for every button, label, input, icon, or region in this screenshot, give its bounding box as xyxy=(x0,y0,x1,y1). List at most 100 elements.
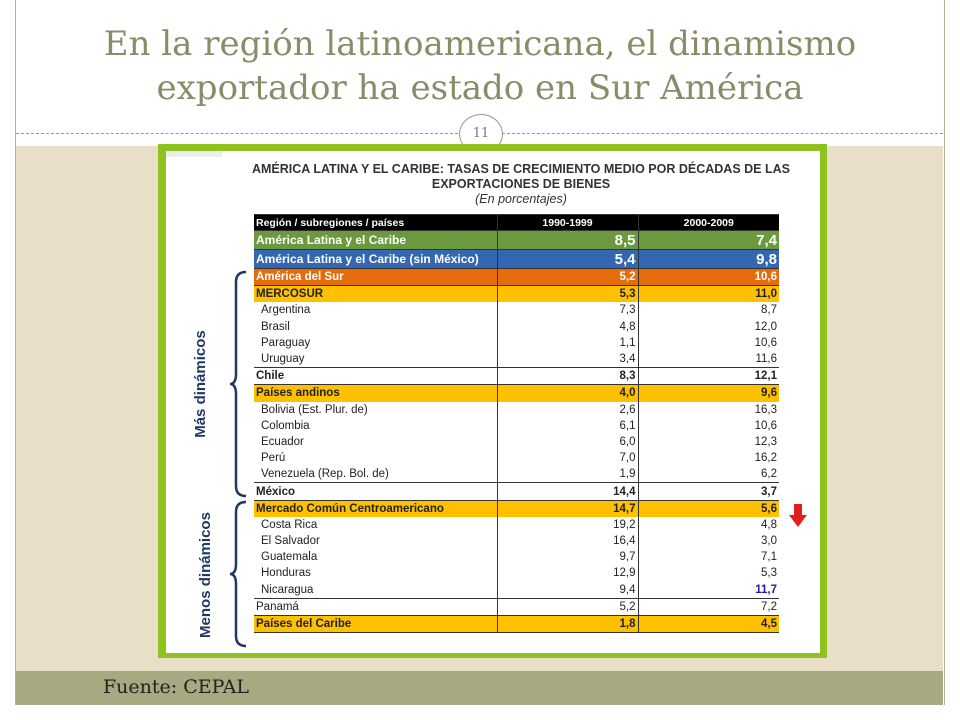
table-row: Nicaragua 9,4 11,7 xyxy=(254,581,779,599)
divider-left xyxy=(16,133,458,134)
growth-table: Región / subregiones / países 1990-1999 … xyxy=(254,214,779,634)
value-2000-2009: 7,4 xyxy=(637,230,779,250)
value-1990-1999: 8,3 xyxy=(496,367,638,385)
table-row: El Salvador 16,4 3,0 xyxy=(254,533,779,550)
value-2000-2009: 10,6 xyxy=(637,334,779,351)
table-row: Colombia 6,1 10,6 xyxy=(254,417,779,434)
table-row: Bolivia (Est. Plur. de) 2,6 16,3 xyxy=(254,401,779,418)
table-row: Mercado Común Centroamericano 14,7 5,6 xyxy=(254,499,779,517)
value-1990-1999: 2,6 xyxy=(496,401,638,418)
table-row: Costa Rica 19,2 4,8 xyxy=(254,516,779,533)
value-1990-1999: 8,5 xyxy=(496,230,638,250)
figure-subtitle: (En porcentajes) xyxy=(475,192,567,206)
value-1990-1999: 3,4 xyxy=(496,350,638,368)
figure-title-line1: AMÉRICA LATINA Y EL CARIBE: TASAS DE CRE… xyxy=(251,162,790,176)
row-name: Venezuela (Rep. Bol. de) xyxy=(261,468,389,481)
table-row: América Latina y el Caribe 8,5 7,4 xyxy=(254,230,779,250)
value-1990-1999: 9,4 xyxy=(496,581,638,599)
value-1990-1999: 4,0 xyxy=(496,384,638,402)
table-header-row: Región / subregiones / países 1990-1999 … xyxy=(254,214,779,231)
value-1990-1999: 4,8 xyxy=(496,318,638,335)
row-name: Perú xyxy=(261,452,286,465)
value-2000-2009: 11,0 xyxy=(637,285,779,303)
table-row: Paraguay 1,1 10,6 xyxy=(254,334,779,351)
value-2000-2009: 10,6 xyxy=(637,417,779,434)
table-body: América Latina y el Caribe 8,5 7,4 América … xyxy=(254,230,779,634)
value-2000-2009: 7,1 xyxy=(637,549,779,566)
value-1990-1999: 16,4 xyxy=(496,533,638,550)
label-less-dynamic: Menos dinámicos xyxy=(197,512,214,638)
footer-band xyxy=(16,671,943,705)
value-1990-1999: 19,2 xyxy=(496,516,638,533)
value-2000-2009: 4,5 xyxy=(637,614,779,634)
figure-corner-strip xyxy=(166,151,222,157)
row-name: Guatemala xyxy=(261,551,318,564)
value-1990-1999: 1,1 xyxy=(496,334,638,351)
value-2000-2009: 5,3 xyxy=(637,565,779,582)
label-more-dynamic: Más dinámicos xyxy=(192,330,209,438)
row-name: Brasil xyxy=(261,320,290,333)
row-name: Costa Rica xyxy=(261,518,318,531)
value-2000-2009: 7,2 xyxy=(637,597,779,616)
value-1990-1999: 9,7 xyxy=(496,549,638,566)
row-name: Honduras xyxy=(261,567,311,580)
value-2000-2009: 9,8 xyxy=(637,249,779,269)
column-header: 2000-2009 xyxy=(637,214,779,231)
slide-frame xyxy=(15,0,945,705)
value-2000-2009: 12,0 xyxy=(637,318,779,335)
value-2000-2009: 12,1 xyxy=(637,367,779,385)
table-row: América del Sur 5,2 10,6 xyxy=(254,267,779,286)
row-name: América del Sur xyxy=(254,267,497,286)
column-header: Región / subregiones / países xyxy=(254,214,497,231)
value-2000-2009: 10,6 xyxy=(637,267,779,286)
down-arrow-icon xyxy=(789,504,807,527)
value-1990-1999: 6,0 xyxy=(496,433,638,451)
value-1990-1999: 14,7 xyxy=(496,499,638,517)
row-name: Chile xyxy=(254,367,497,385)
table-row: Venezuela (Rep. Bol. de) 1,9 6,2 xyxy=(254,466,779,483)
row-name: Ecuador xyxy=(261,435,304,448)
value-1990-1999: 12,9 xyxy=(496,565,638,582)
value-2000-2009: 4,8 xyxy=(637,516,779,533)
table-row: Argentina 7,3 8,7 xyxy=(254,302,779,319)
divider-right xyxy=(502,133,943,134)
row-name: Nicaragua xyxy=(261,583,314,596)
row-name: MERCOSUR xyxy=(254,285,497,303)
value-1990-1999: 5,2 xyxy=(496,267,638,286)
slide-title-line2: exportador ha estado en Sur América xyxy=(156,68,804,108)
figure-title-line2: EXPORTACIONES DE BIENES xyxy=(431,177,611,191)
value-2000-2009: 11,6 xyxy=(637,350,779,368)
bracket-more-dynamic xyxy=(229,270,247,498)
table-row: América Latina y el Caribe (sin México) 5… xyxy=(254,249,779,269)
value-1990-1999: 1,9 xyxy=(496,466,638,483)
table-row: MERCOSUR 5,3 11,0 xyxy=(254,285,779,303)
value-2000-2009: 16,2 xyxy=(637,450,779,467)
row-name: América Latina y el Caribe (sin México) xyxy=(254,249,497,269)
row-name: América Latina y el Caribe xyxy=(254,230,497,250)
value-2000-2009: 5,6 xyxy=(637,499,779,517)
value-2000-2009: 16,3 xyxy=(637,401,779,418)
row-name: El Salvador xyxy=(261,535,320,548)
value-2000-2009: 6,2 xyxy=(637,466,779,483)
value-2000-2009: 3,7 xyxy=(637,482,779,501)
value-1990-1999: 6,1 xyxy=(496,417,638,434)
row-name: Países andinos xyxy=(254,384,497,402)
value-1990-1999: 1,8 xyxy=(496,614,638,634)
table-row: Guatemala 9,7 7,1 xyxy=(254,549,779,566)
value-1990-1999: 14,4 xyxy=(496,482,638,501)
table-row: Países del Caribe 1,8 4,5 xyxy=(254,614,779,634)
row-name: México xyxy=(254,482,497,501)
row-name: Paraguay xyxy=(261,336,311,349)
row-name: Argentina xyxy=(261,304,311,317)
bracket-less-dynamic xyxy=(229,500,247,648)
table-row: Chile 8,3 12,1 xyxy=(254,367,779,385)
value-2000-2009: 3,0 xyxy=(637,533,779,550)
row-name: Colombia xyxy=(261,419,310,432)
row-name: Países del Caribe xyxy=(254,614,497,634)
table-row: Ecuador 6,0 12,3 xyxy=(254,433,779,451)
table-row: México 14,4 3,7 xyxy=(254,482,779,501)
value-2000-2009: 11,7 xyxy=(637,581,779,599)
value-2000-2009: 12,3 xyxy=(637,433,779,451)
row-name: Mercado Común Centroamericano xyxy=(254,499,497,517)
table-row: Panamá 5,2 7,2 xyxy=(254,597,779,616)
